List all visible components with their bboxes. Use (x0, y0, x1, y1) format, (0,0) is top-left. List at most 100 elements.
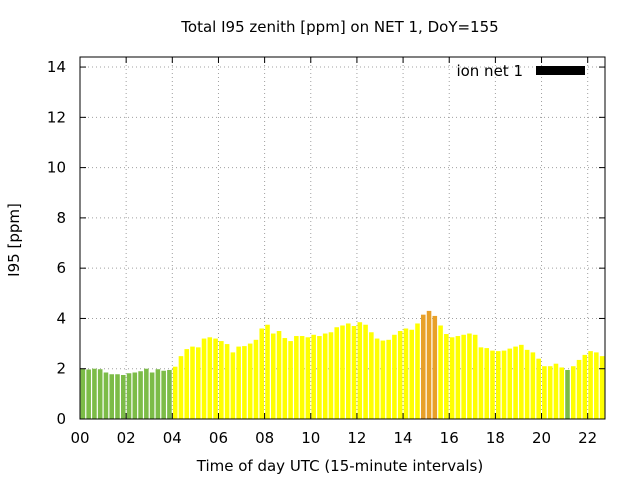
bar-19 (190, 346, 195, 419)
y-tick-label-2: 4 (56, 309, 66, 327)
bar-74 (507, 348, 513, 419)
bar-9 (132, 372, 138, 419)
bar-80 (542, 366, 547, 419)
bar-86 (576, 359, 582, 419)
bar-44 (334, 327, 340, 419)
bar-31 (259, 328, 265, 419)
x-tick-label-8: 16 (440, 429, 459, 447)
bar-43 (328, 332, 334, 419)
bar-55 (397, 331, 403, 419)
bar-28 (242, 346, 247, 419)
bar-3 (97, 369, 103, 419)
y-tick-label-1: 2 (56, 360, 66, 378)
bar-60 (426, 310, 432, 419)
bar-78 (530, 352, 536, 419)
bar-13 (155, 369, 161, 419)
legend-swatch (536, 66, 585, 75)
bar-54 (392, 334, 397, 419)
bar-66 (461, 334, 466, 419)
x-tick-label-10: 20 (532, 429, 551, 447)
y-tick-label-6: 12 (47, 108, 66, 126)
x-tick-label-1: 02 (117, 429, 136, 447)
bar-27 (236, 346, 241, 419)
bar-65 (455, 336, 461, 419)
bar-17 (178, 356, 184, 419)
bar-36 (288, 341, 293, 419)
bar-35 (282, 338, 288, 419)
bar-62 (438, 325, 443, 419)
bar-61 (432, 315, 438, 419)
bar-51 (374, 338, 380, 419)
bar-40 (311, 334, 316, 419)
bar-11 (144, 368, 149, 419)
bar-49 (363, 324, 368, 419)
bar-53 (386, 339, 391, 419)
bar-90 (599, 356, 605, 419)
bar-42 (322, 333, 328, 419)
bar-85 (570, 366, 576, 419)
bar-25 (224, 344, 230, 419)
bar-6 (115, 374, 120, 419)
bar-0 (80, 368, 86, 419)
bar-75 (513, 346, 518, 419)
bar-29 (247, 343, 253, 419)
bar-57 (409, 329, 415, 419)
bar-71 (490, 350, 495, 419)
bar-34 (276, 331, 282, 419)
bar-72 (495, 351, 501, 419)
bar-1 (86, 369, 91, 419)
bar-56 (403, 328, 409, 419)
bar-48 (357, 322, 363, 419)
y-tick-label-3: 6 (56, 259, 66, 277)
bar-82 (553, 363, 559, 419)
bar-67 (467, 333, 472, 419)
y-tick-label-0: 0 (56, 410, 66, 428)
bar-7 (120, 375, 126, 419)
bar-76 (519, 344, 524, 419)
chart-title: Total I95 zenith [ppm] on NET 1, DoY=155 (180, 18, 498, 36)
x-tick-label-6: 12 (347, 429, 366, 447)
bar-50 (369, 332, 374, 419)
bar-4 (103, 372, 109, 419)
bar-2 (92, 368, 97, 419)
legend-label: ion net 1 (456, 62, 523, 80)
plot-frame (79, 56, 606, 420)
bar-45 (340, 325, 345, 419)
bar-68 (472, 334, 478, 419)
bar-88 (588, 351, 593, 419)
bar-47 (351, 325, 357, 419)
x-tick-labels: 00 02 04 06 08 10 12 14 16 18 20 22 (70, 429, 597, 447)
bar-63 (444, 334, 449, 419)
y-tick-labels: 0 2 4 6 8 10 12 14 (47, 58, 66, 428)
bar-15 (167, 369, 172, 419)
x-tick-label-2: 04 (163, 429, 182, 447)
bar-26 (230, 352, 236, 419)
bar-10 (138, 371, 143, 419)
bar-22 (207, 337, 213, 419)
bar-70 (484, 348, 490, 419)
bar-5 (109, 374, 115, 419)
bar-69 (478, 347, 484, 419)
x-tick-label-0: 00 (70, 429, 89, 447)
bar-23 (213, 338, 218, 419)
bar-14 (161, 370, 166, 419)
bar-77 (524, 349, 530, 419)
bar-12 (149, 372, 155, 419)
axis-ticks (79, 57, 605, 420)
bar-84 (565, 369, 570, 419)
x-tick-label-9: 18 (486, 429, 505, 447)
x-tick-label-11: 22 (578, 429, 597, 447)
bar-89 (594, 352, 599, 419)
x-axis-title: Time of day UTC (15-minute intervals) (196, 457, 483, 475)
bar-21 (201, 338, 207, 419)
y-axis-title: I95 [ppm] (5, 203, 23, 277)
y-tick-label-7: 14 (47, 58, 66, 76)
y-tick-label-4: 8 (56, 209, 66, 227)
bar-39 (305, 337, 311, 419)
bar-38 (299, 336, 305, 419)
bar-8 (126, 373, 132, 419)
x-tick-label-3: 06 (209, 429, 228, 447)
bar-24 (219, 341, 224, 419)
